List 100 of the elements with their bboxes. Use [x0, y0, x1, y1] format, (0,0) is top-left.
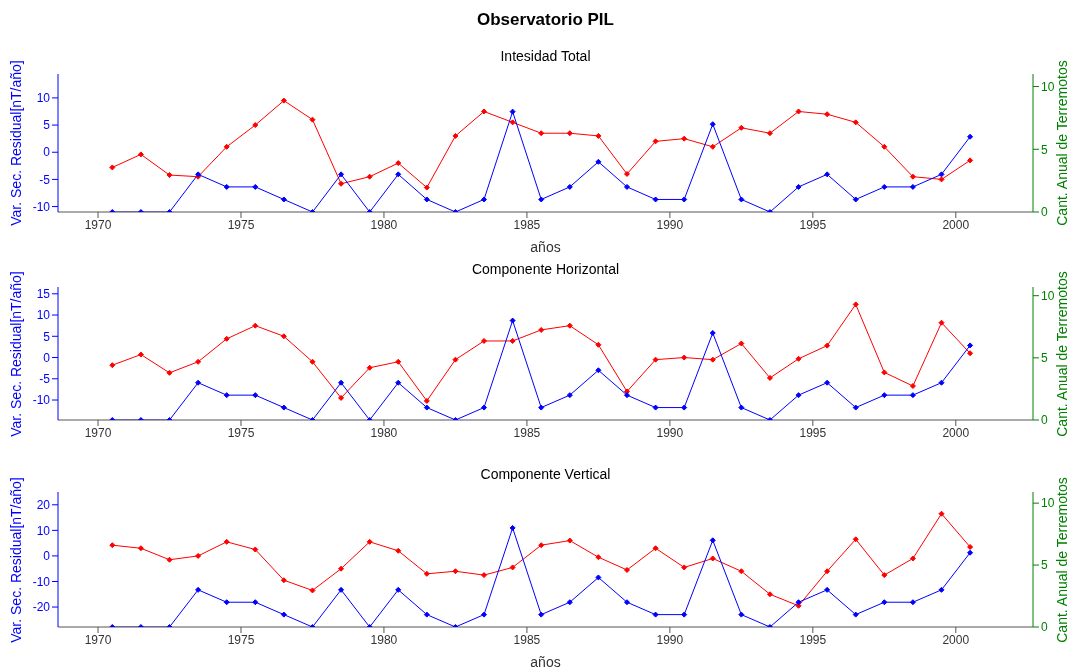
x-tick-label: 1995: [799, 632, 827, 647]
point: [681, 564, 688, 571]
point: [395, 358, 402, 365]
point: [166, 556, 173, 563]
point: [824, 342, 831, 349]
point: [566, 183, 573, 190]
point: [881, 143, 888, 150]
point: [538, 130, 545, 137]
y2-axis-title: Cant. Anual de Terremotos: [1054, 269, 1071, 439]
point: [681, 354, 688, 361]
y-tick-label: 10: [36, 308, 51, 323]
point: [538, 542, 545, 549]
point: [223, 335, 230, 342]
point: [824, 111, 831, 118]
point: [137, 351, 144, 358]
point: [395, 171, 402, 178]
point: [738, 124, 745, 131]
y-axis-title: Var. Sec. Residual[nT/año]: [7, 475, 25, 645]
chart-title: Componente Vertical: [479, 466, 612, 482]
point: [681, 196, 688, 203]
x-tick-label: 1985: [513, 632, 541, 647]
point: [509, 337, 516, 344]
point: [709, 356, 716, 363]
x-tick-label: 1980: [370, 217, 398, 232]
point: [566, 322, 573, 329]
point: [280, 611, 287, 618]
y2-tick-label: 10: [1041, 288, 1055, 303]
point: [452, 568, 459, 575]
point: [509, 317, 516, 324]
y-tick-label: 0: [43, 350, 51, 365]
y-tick-label: -5: [39, 372, 51, 387]
point: [538, 404, 545, 411]
point: [824, 171, 831, 178]
point: [595, 554, 602, 561]
point: [738, 340, 745, 347]
point: [223, 599, 230, 606]
point: [795, 183, 802, 190]
point: [538, 196, 545, 203]
y-tick-label: 15: [36, 287, 51, 302]
point: [795, 392, 802, 399]
x-tick-label: 1980: [370, 632, 398, 647]
point: [652, 545, 659, 552]
point: [195, 586, 202, 593]
point: [366, 364, 373, 371]
point: [509, 564, 516, 571]
point: [852, 196, 859, 203]
point: [423, 196, 430, 203]
point: [509, 119, 516, 126]
y-tick-label: -10: [32, 199, 51, 214]
point: [709, 143, 716, 150]
point: [280, 577, 287, 584]
point: [681, 611, 688, 618]
x-tick-label: 1980: [370, 425, 398, 440]
point: [566, 599, 573, 606]
point: [166, 369, 173, 376]
y-tick-label: -20: [32, 600, 51, 615]
point: [566, 392, 573, 399]
x-tick-label: 1985: [513, 217, 541, 232]
x-tick-label: 1995: [799, 425, 827, 440]
point: [766, 374, 773, 381]
point: [824, 379, 831, 386]
point: [795, 355, 802, 362]
point: [395, 547, 402, 554]
y2-tick-label: 0: [1041, 205, 1048, 220]
y-tick-label: 10: [36, 523, 51, 538]
y2-axis-title: Cant. Anual de Terremotos: [1054, 59, 1071, 228]
point: [481, 572, 488, 579]
point: [223, 392, 230, 399]
point: [481, 611, 488, 618]
y-tick-label: -10: [32, 574, 51, 589]
point: [395, 379, 402, 386]
point: [652, 196, 659, 203]
point: [280, 333, 287, 340]
point: [366, 538, 373, 545]
point: [852, 119, 859, 126]
point: [824, 586, 831, 593]
point: [338, 180, 345, 187]
point: [338, 379, 345, 386]
x-axis-title: años: [530, 239, 561, 255]
point: [595, 574, 602, 581]
point: [481, 108, 488, 115]
point: [938, 510, 945, 517]
point: [252, 183, 259, 190]
point: [423, 570, 430, 577]
y2-tick-label: 5: [1041, 558, 1048, 573]
point: [967, 133, 974, 140]
point: [681, 135, 688, 142]
chart-title: Observatorio PIL: [476, 10, 615, 30]
point: [395, 160, 402, 167]
point: [195, 552, 202, 559]
point: [252, 322, 259, 329]
point: [766, 591, 773, 598]
point: [652, 356, 659, 363]
point: [881, 369, 888, 376]
point: [852, 536, 859, 543]
point: [881, 183, 888, 190]
point: [452, 132, 459, 139]
x-tick-label: 1990: [656, 217, 684, 232]
x-tick-label: 1970: [84, 425, 112, 440]
point: [481, 404, 488, 411]
